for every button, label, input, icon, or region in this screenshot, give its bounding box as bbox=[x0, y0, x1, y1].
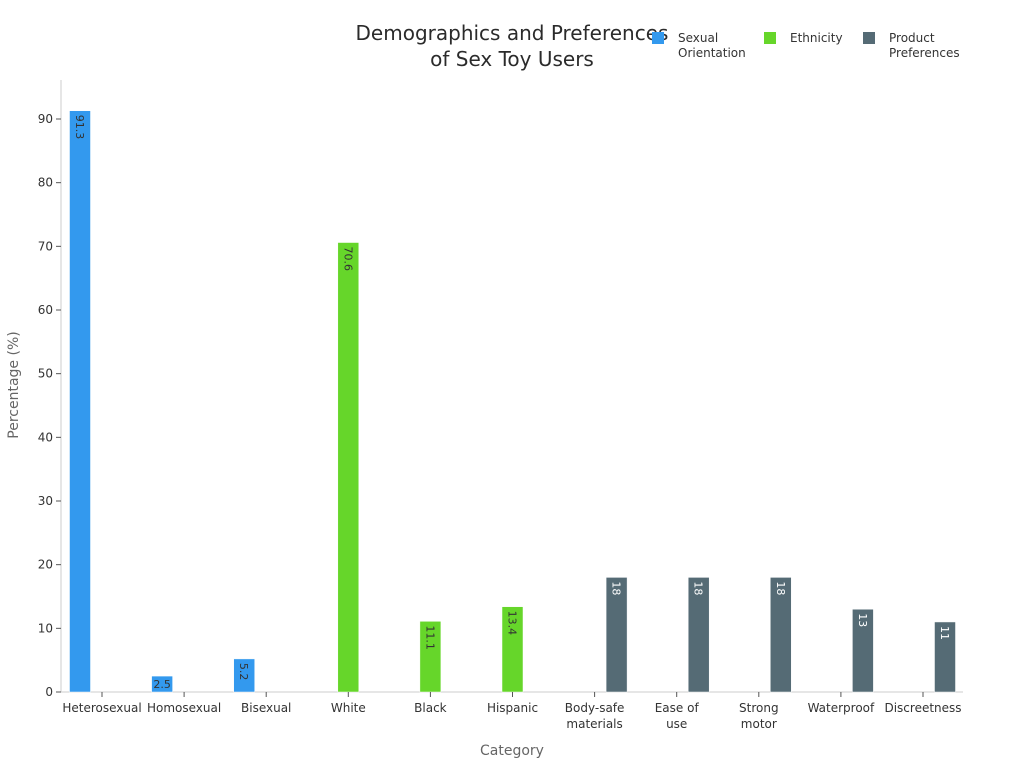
x-tick-label: Ease of bbox=[655, 701, 700, 715]
bar bbox=[151, 675, 173, 693]
axes bbox=[60, 80, 963, 693]
legend-entry: Sexual bbox=[678, 31, 718, 45]
bar bbox=[852, 608, 874, 693]
bars: 91.3 2.5 5.2 70.6 11.1 13.4 18 18 18 13 11 bbox=[69, 110, 956, 693]
chart-title-line: of Sex Toy Users bbox=[430, 47, 594, 71]
x-tick-labels: Heterosexual Homosexual Bisexual White Black… bbox=[62, 692, 962, 731]
x-tick-label: Waterproof bbox=[808, 701, 875, 715]
y-tick-label: 50 bbox=[38, 367, 53, 381]
bar-value-label: 13 bbox=[856, 613, 869, 627]
y-tick-label: 30 bbox=[38, 494, 53, 508]
bar bbox=[934, 621, 956, 693]
bar-value-label: 91.3 bbox=[73, 115, 86, 139]
y-axis-label: Percentage (%) bbox=[6, 331, 22, 438]
y-tick-label: 20 bbox=[38, 558, 53, 572]
x-tick-label: use bbox=[666, 717, 687, 731]
x-tick-label: Homosexual bbox=[147, 701, 221, 715]
bar bbox=[337, 242, 360, 693]
legend-swatch bbox=[652, 32, 664, 44]
bar bbox=[770, 577, 792, 693]
bar-value-label: 18 bbox=[774, 581, 787, 595]
x-tick-label: Discreetness bbox=[884, 701, 961, 715]
x-axis-label: Category bbox=[480, 743, 544, 759]
bar bbox=[69, 110, 91, 693]
bar-value-label: 11 bbox=[938, 626, 951, 640]
legend-swatch bbox=[863, 32, 875, 44]
x-tick-label: Bisexual bbox=[241, 701, 291, 715]
x-tick-label: Body-safe bbox=[565, 701, 625, 715]
bar bbox=[605, 577, 628, 693]
bar bbox=[233, 658, 255, 693]
y-tick-label: 70 bbox=[38, 239, 53, 253]
chart-title-line: Demographics and Preferences bbox=[356, 21, 669, 45]
x-tick-label: Black bbox=[414, 701, 447, 715]
y-tick-label: 0 bbox=[45, 685, 53, 699]
legend-swatch bbox=[764, 32, 776, 44]
x-tick-label: Strong bbox=[739, 701, 779, 715]
bar-value-label: 2.5 bbox=[153, 678, 171, 691]
bar-value-label: 18 bbox=[692, 581, 705, 595]
x-tick-label: materials bbox=[566, 717, 622, 731]
bar-value-label: 11.1 bbox=[423, 625, 436, 650]
x-tick-label: Hispanic bbox=[487, 701, 538, 715]
y-tick-labels: 0 10 20 30 40 50 60 70 80 90 bbox=[38, 112, 61, 699]
legend-entry: Orientation bbox=[678, 46, 746, 60]
x-tick-label: White bbox=[331, 701, 366, 715]
y-tick-label: 90 bbox=[38, 112, 53, 126]
y-tick-label: 60 bbox=[38, 303, 53, 317]
legend-entry: Preferences bbox=[889, 46, 960, 60]
bar-value-label: 5.2 bbox=[237, 663, 250, 681]
y-tick-label: 10 bbox=[38, 621, 53, 635]
bar-value-label: 13.4 bbox=[506, 611, 519, 636]
bar-value-label: 18 bbox=[610, 581, 623, 595]
bar bbox=[687, 577, 710, 693]
legend-entry: Ethnicity bbox=[790, 31, 843, 45]
bar-value-label: 70.6 bbox=[341, 247, 354, 272]
y-tick-label: 80 bbox=[38, 176, 53, 190]
x-tick-label: Heterosexual bbox=[62, 701, 141, 715]
x-tick-label: motor bbox=[741, 717, 777, 731]
legend-entry: Product bbox=[889, 31, 935, 45]
y-tick-label: 40 bbox=[38, 430, 53, 444]
